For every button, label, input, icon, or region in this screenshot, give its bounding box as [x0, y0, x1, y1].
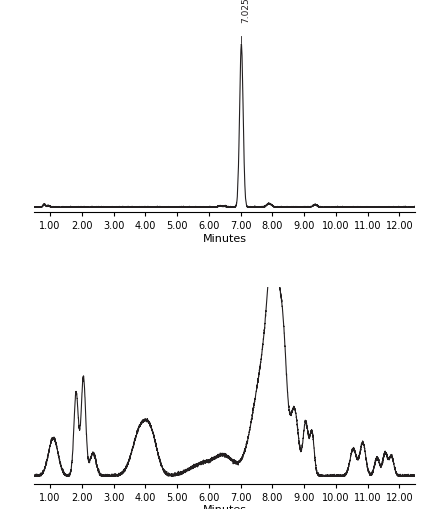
- X-axis label: Minutes: Minutes: [203, 234, 247, 244]
- Text: 7.025: 7.025: [242, 0, 251, 23]
- X-axis label: Minutes: Minutes: [203, 505, 247, 509]
